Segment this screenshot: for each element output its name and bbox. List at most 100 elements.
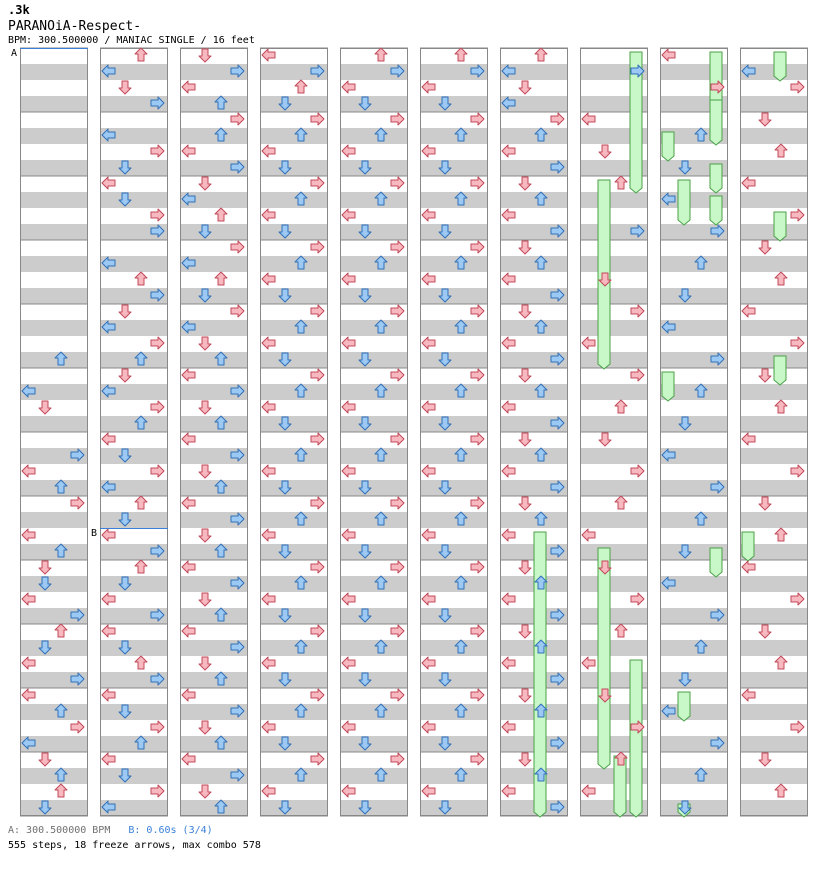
up-arrow-icon bbox=[374, 703, 388, 718]
song-title: PARANOiA-Respect- bbox=[8, 19, 142, 34]
up-arrow-icon bbox=[134, 655, 148, 670]
beat-band bbox=[340, 800, 408, 816]
beat-band bbox=[580, 512, 648, 528]
left-arrow-icon bbox=[341, 272, 356, 286]
up-arrow-icon bbox=[774, 271, 788, 286]
up-arrow-icon bbox=[214, 735, 228, 750]
up-arrow-icon bbox=[294, 79, 308, 94]
up-arrow-icon bbox=[454, 703, 468, 718]
left-arrow-icon bbox=[501, 656, 516, 670]
left-arrow-icon bbox=[421, 208, 436, 222]
down-arrow-icon bbox=[278, 160, 292, 175]
beat-band bbox=[660, 672, 728, 688]
left-arrow-icon bbox=[501, 592, 516, 606]
left-arrow-icon bbox=[101, 128, 116, 142]
down-arrow-icon bbox=[438, 672, 452, 687]
beat-band bbox=[740, 512, 808, 528]
left-arrow-icon bbox=[261, 592, 276, 606]
up-arrow-icon bbox=[694, 639, 708, 654]
up-arrow-icon bbox=[374, 127, 388, 142]
up-arrow-icon bbox=[294, 767, 308, 782]
beat-band bbox=[660, 576, 728, 592]
right-arrow-icon bbox=[230, 240, 245, 254]
left-arrow-icon bbox=[741, 560, 756, 574]
up-arrow-icon bbox=[454, 511, 468, 526]
left-arrow-icon bbox=[101, 688, 116, 702]
column-frame bbox=[260, 48, 328, 816]
down-arrow-icon bbox=[358, 480, 372, 495]
right-arrow-icon bbox=[550, 416, 565, 430]
site-label[interactable]: .3k bbox=[8, 3, 30, 17]
down-arrow-icon bbox=[438, 416, 452, 431]
up-arrow-icon bbox=[534, 47, 548, 62]
right-arrow-icon bbox=[310, 752, 325, 766]
up-arrow-icon bbox=[374, 191, 388, 206]
beat-band bbox=[260, 480, 328, 496]
up-arrow-icon bbox=[214, 415, 228, 430]
right-arrow-icon bbox=[150, 544, 165, 558]
beat-band bbox=[580, 416, 648, 432]
left-arrow-icon bbox=[741, 64, 756, 78]
freeze-arrow bbox=[773, 211, 787, 242]
left-arrow-icon bbox=[101, 320, 116, 334]
up-arrow-icon bbox=[454, 191, 468, 206]
down-arrow-icon bbox=[438, 352, 452, 367]
beat-band bbox=[580, 544, 648, 560]
up-arrow-icon bbox=[214, 351, 228, 366]
beat-band bbox=[100, 800, 168, 816]
down-arrow-icon bbox=[278, 96, 292, 111]
beat-band bbox=[420, 160, 488, 176]
freeze-arrow bbox=[597, 547, 611, 770]
down-arrow-icon bbox=[518, 176, 532, 191]
right-arrow-icon bbox=[310, 240, 325, 254]
right-arrow-icon bbox=[150, 208, 165, 222]
up-arrow-icon bbox=[214, 95, 228, 110]
beat-band bbox=[260, 608, 328, 624]
beat-band bbox=[260, 672, 328, 688]
left-arrow-icon bbox=[501, 272, 516, 286]
left-arrow-icon bbox=[261, 656, 276, 670]
beat-band bbox=[20, 160, 88, 176]
left-arrow-icon bbox=[181, 752, 196, 766]
beat-band bbox=[20, 800, 88, 816]
left-arrow-icon bbox=[501, 96, 516, 110]
beat-band bbox=[100, 704, 168, 720]
right-arrow-icon bbox=[550, 736, 565, 750]
down-arrow-icon bbox=[518, 560, 532, 575]
left-arrow-icon bbox=[101, 432, 116, 446]
down-arrow-icon bbox=[278, 544, 292, 559]
down-arrow-icon bbox=[278, 352, 292, 367]
left-arrow-icon bbox=[21, 736, 36, 750]
beat-band bbox=[580, 192, 648, 208]
up-arrow-icon bbox=[374, 767, 388, 782]
right-arrow-icon bbox=[150, 464, 165, 478]
up-arrow-icon bbox=[54, 479, 68, 494]
right-arrow-icon bbox=[630, 368, 645, 382]
up-arrow-icon bbox=[774, 527, 788, 542]
down-arrow-icon bbox=[598, 688, 612, 703]
down-arrow-icon bbox=[598, 272, 612, 287]
freeze-arrow bbox=[773, 51, 787, 82]
beat-band bbox=[420, 448, 488, 464]
up-arrow-icon bbox=[614, 175, 628, 190]
left-arrow-icon bbox=[101, 800, 116, 814]
down-arrow-icon bbox=[518, 624, 532, 639]
left-arrow-icon bbox=[101, 64, 116, 78]
down-arrow-icon bbox=[278, 480, 292, 495]
right-arrow-icon bbox=[390, 176, 405, 190]
up-arrow-icon bbox=[694, 511, 708, 526]
up-arrow-icon bbox=[534, 127, 548, 142]
beat-band bbox=[580, 352, 648, 368]
left-arrow-icon bbox=[21, 384, 36, 398]
down-arrow-icon bbox=[758, 496, 772, 511]
up-arrow-icon bbox=[294, 191, 308, 206]
up-arrow-icon bbox=[294, 319, 308, 334]
left-arrow-icon bbox=[421, 272, 436, 286]
beat-band bbox=[180, 256, 248, 272]
down-arrow-icon bbox=[518, 432, 532, 447]
beat-band bbox=[20, 288, 88, 304]
right-arrow-icon bbox=[310, 560, 325, 574]
left-arrow-icon bbox=[661, 448, 676, 462]
right-arrow-icon bbox=[790, 464, 805, 478]
